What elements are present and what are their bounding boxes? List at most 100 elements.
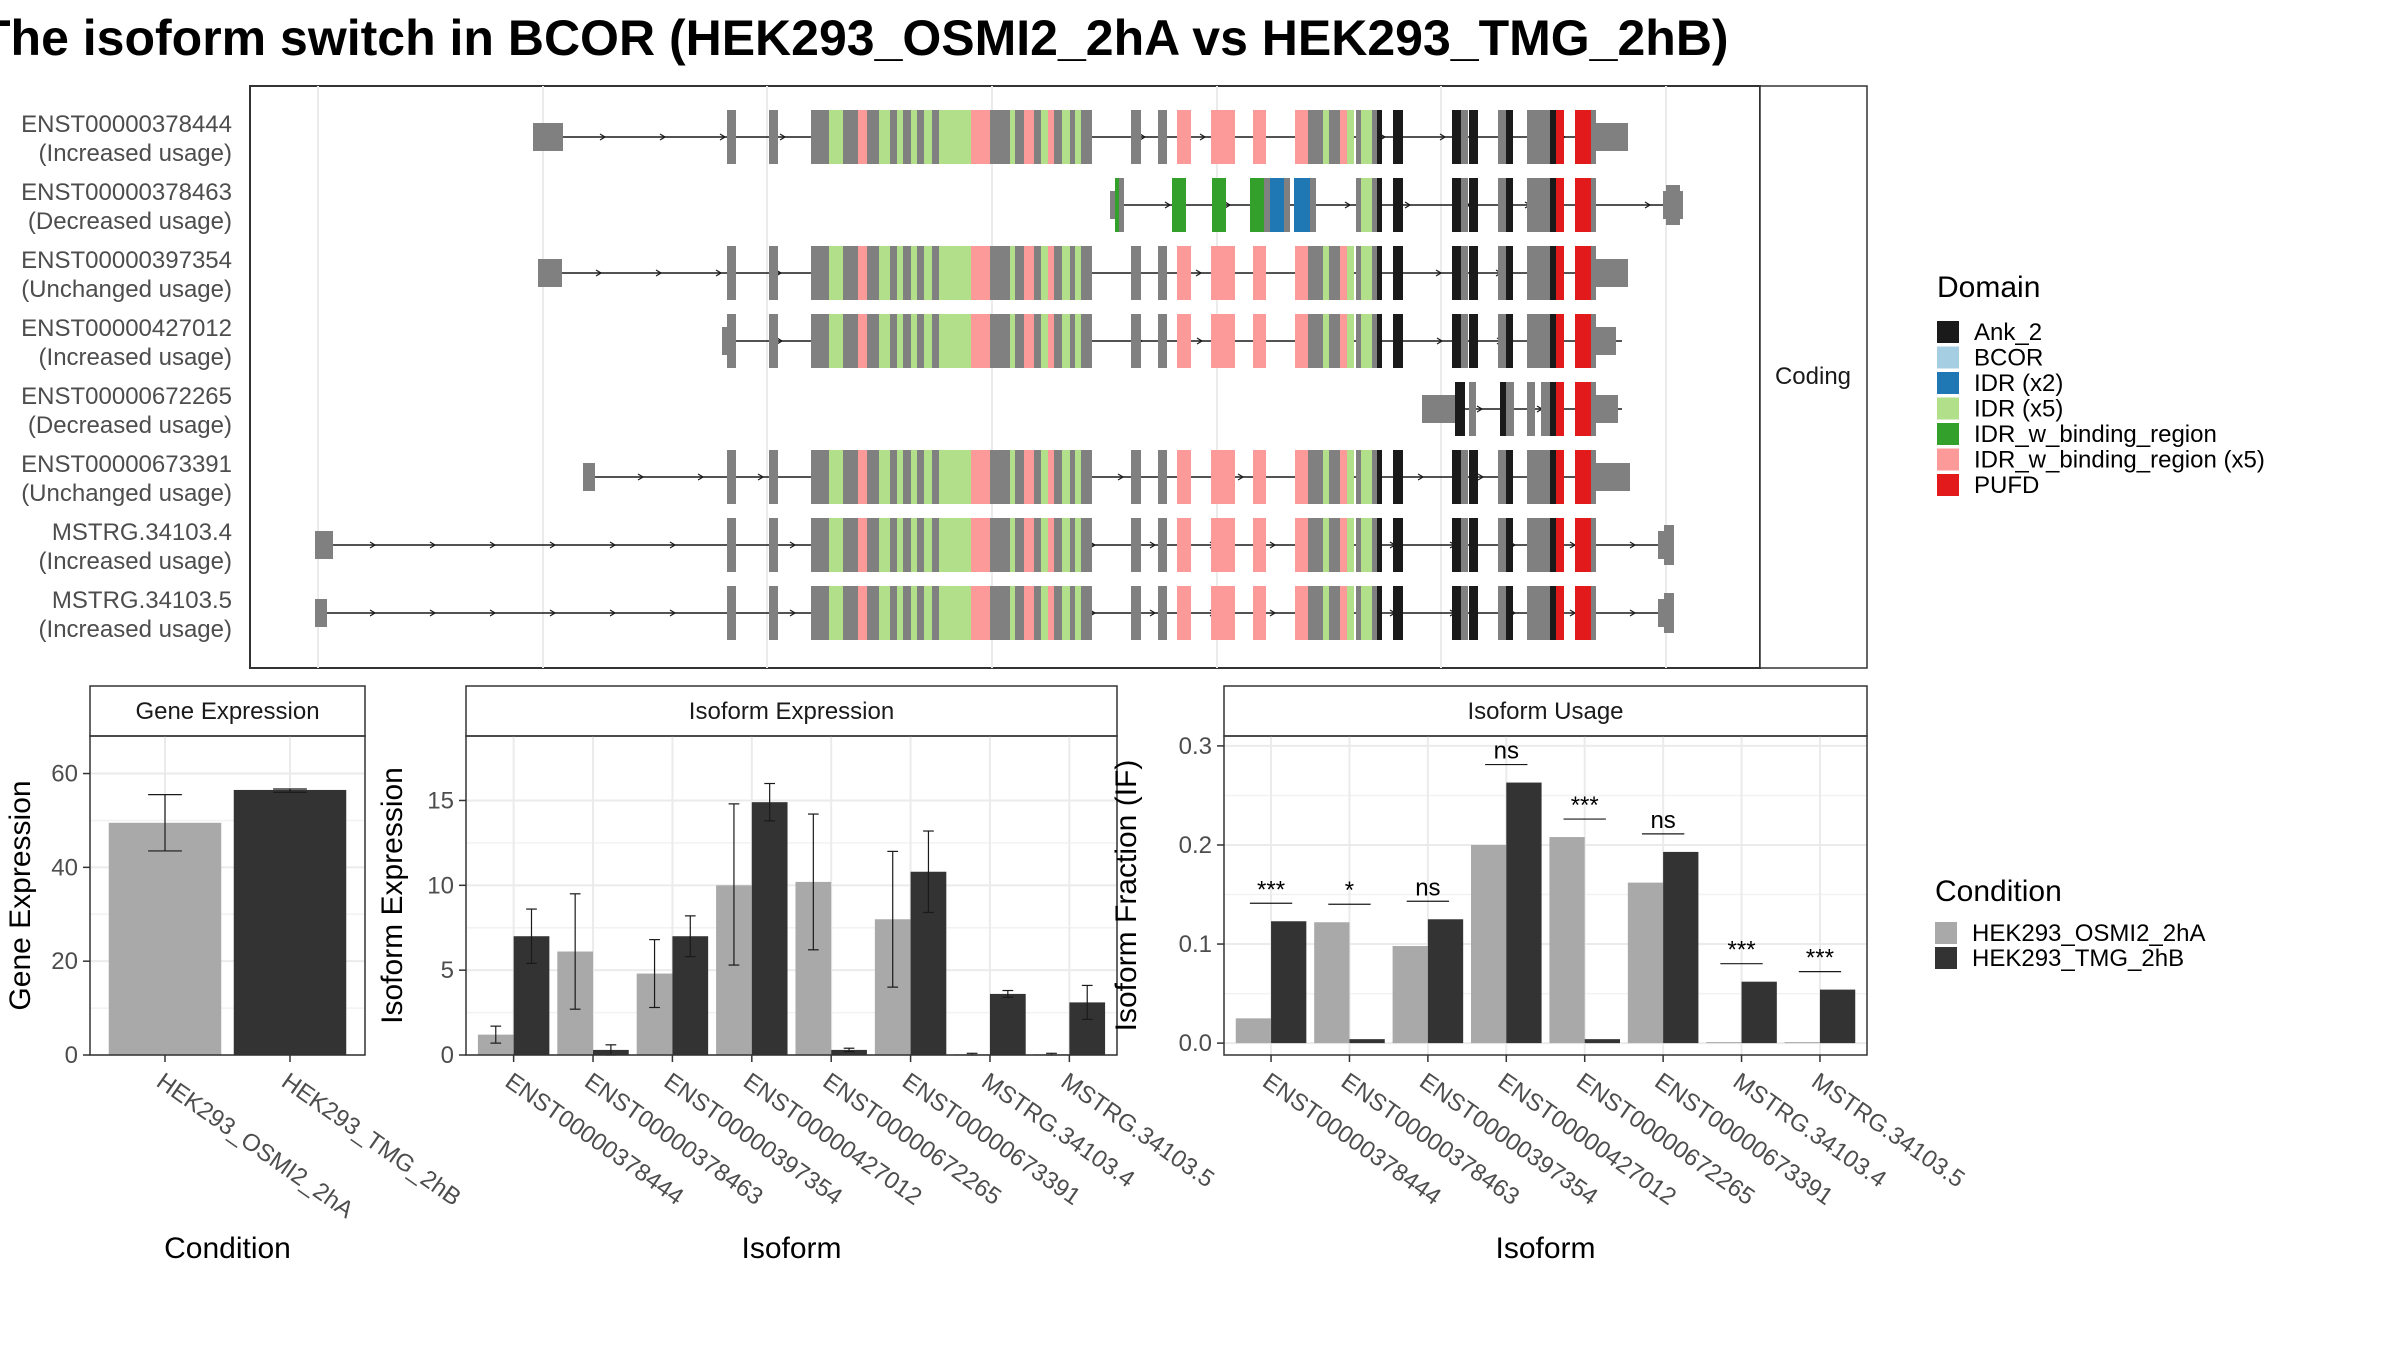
coding-exon (1393, 450, 1403, 504)
coding-exon (1361, 246, 1372, 300)
transcript-usage-label: (Increased usage) (39, 140, 232, 167)
coding-exon (953, 314, 958, 368)
coding-exon (932, 586, 939, 640)
coding-exon (1372, 314, 1377, 368)
condition-legend-swatch (1935, 947, 1957, 969)
intron-arrow (1224, 201, 1232, 209)
coding-exon (1054, 110, 1062, 164)
coding-exon (843, 450, 858, 504)
coding-exon (966, 246, 971, 300)
intron-arrow (757, 473, 765, 481)
coding-exon (879, 450, 890, 504)
coding-exon (897, 314, 903, 368)
coding-exon (939, 586, 943, 640)
coding-exon (890, 586, 897, 640)
utr-exon (538, 259, 562, 287)
coding-exon (1329, 518, 1340, 572)
coding-exon (1323, 518, 1329, 572)
coding-exon (843, 586, 858, 640)
coding-exon (966, 314, 971, 368)
coding-exon (727, 518, 736, 572)
coding-exon (990, 314, 998, 368)
coding-exon (1469, 314, 1478, 368)
coding-exon (1177, 246, 1191, 300)
coding-exon (879, 110, 890, 164)
coding-exon (958, 110, 962, 164)
coding-exon (932, 110, 939, 164)
transcript-id-label: ENST00000397354 (21, 247, 232, 274)
coding-exon (1323, 110, 1329, 164)
coding-exon (897, 110, 903, 164)
coding-exon (958, 586, 962, 640)
coding-exon (966, 450, 971, 504)
intron-arrow (429, 541, 437, 549)
bar (1706, 1042, 1742, 1044)
bar (751, 802, 788, 1055)
coding-exon (1070, 518, 1075, 572)
coding-exon (939, 246, 943, 300)
coding-exon (1469, 586, 1478, 640)
coding-exon (843, 314, 858, 368)
coding-exon (962, 586, 966, 640)
coding-exon (1575, 518, 1591, 572)
coding-exon (1295, 518, 1308, 572)
coding-exon (1308, 110, 1313, 164)
coding-exon (1158, 246, 1167, 300)
intron-arrow (599, 133, 607, 141)
y-tick-label: 5 (441, 957, 454, 984)
significance-label: ns (1415, 874, 1440, 901)
coding-exon (1010, 314, 1015, 368)
coding-exon (1158, 450, 1167, 504)
coding-exon (1469, 110, 1478, 164)
y-tick-label: 20 (51, 948, 78, 975)
utr-exon (1596, 395, 1618, 423)
coding-exon (1177, 314, 1191, 368)
intron-arrow (1269, 541, 1277, 549)
coding-exon (958, 450, 962, 504)
coding-exon (867, 314, 879, 368)
coding-exon (924, 246, 932, 300)
coding-exon (1356, 586, 1363, 640)
coding-exon (1340, 314, 1347, 368)
coding-exon (1054, 450, 1062, 504)
coding-exon (1010, 110, 1015, 164)
bar (1314, 922, 1350, 1044)
coding-exon (1541, 110, 1550, 164)
coding-exon (903, 246, 911, 300)
coding-exon (1393, 110, 1403, 164)
utr-exon (315, 599, 327, 627)
bar (1392, 946, 1428, 1044)
intron-arrow (1199, 133, 1207, 141)
coding-exon (1377, 450, 1382, 504)
plot-border (465, 735, 1118, 1056)
coding-exon (924, 450, 932, 504)
coding-exon (1556, 110, 1564, 164)
coding-exon (1081, 518, 1092, 572)
coding-exon (958, 314, 962, 368)
transcript-id-label: MSTRG.34103.5 (52, 587, 232, 614)
coding-exon (1347, 450, 1354, 504)
coding-exon (1575, 110, 1591, 164)
coding-exon (1062, 518, 1070, 572)
coding-exon (1313, 246, 1323, 300)
intron-arrow (1404, 201, 1412, 209)
coding-exon (998, 450, 1010, 504)
coding-exon (939, 450, 943, 504)
intron-arrow (549, 541, 557, 549)
coding-exon (1329, 246, 1340, 300)
coding-exon (932, 450, 939, 504)
domain-legend-swatch (1937, 346, 1959, 369)
intron-arrow (1269, 609, 1277, 617)
coding-exon (1550, 178, 1556, 232)
coding-exon (1323, 586, 1329, 640)
coding-exon (1461, 518, 1468, 572)
coding-exon (990, 518, 998, 572)
coding-exon (1372, 178, 1377, 232)
coding-exon (1034, 586, 1041, 640)
coding-exon (890, 110, 897, 164)
plot-border (89, 735, 366, 1056)
transcript-id-label: MSTRG.34103.4 (52, 519, 232, 546)
coding-exon (727, 246, 736, 300)
coding-exon (879, 314, 890, 368)
intron-arrow (1435, 269, 1443, 277)
